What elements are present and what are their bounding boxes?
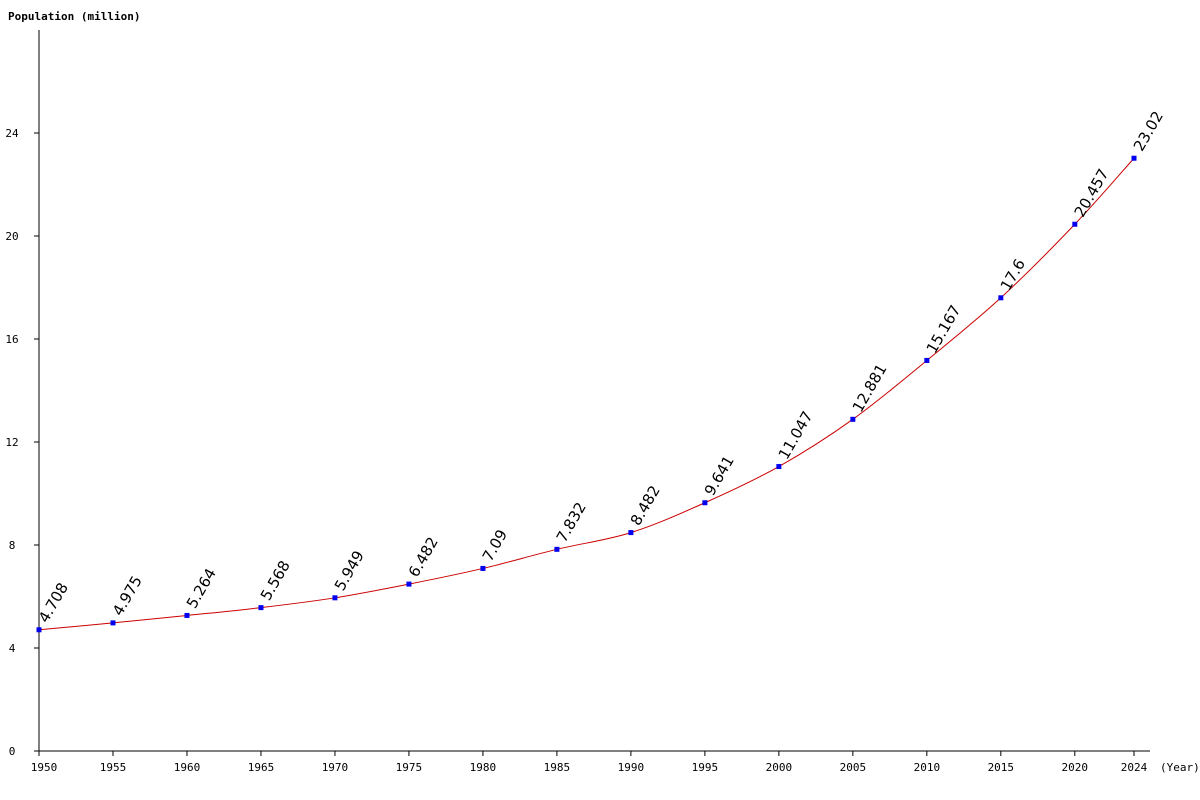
x-tick-label: 2000 bbox=[766, 761, 793, 774]
data-label: 23.02 bbox=[1130, 108, 1167, 154]
data-point bbox=[332, 595, 338, 601]
x-axis-title: (Year) bbox=[1160, 761, 1200, 774]
y-tick-label: 24 bbox=[5, 127, 19, 140]
data-label: 4.975 bbox=[109, 573, 146, 619]
data-label: 5.264 bbox=[183, 565, 220, 611]
x-tick-label: 1995 bbox=[692, 761, 719, 774]
data-label: 8.482 bbox=[627, 482, 664, 528]
data-point bbox=[702, 500, 708, 506]
x-tick-label: 1975 bbox=[396, 761, 423, 774]
data-labels: 4.708 4.975 5.264 5.568 5.949 6.482 7.09 7.832 8… bbox=[35, 108, 1167, 626]
x-tick-label: 2024 bbox=[1121, 761, 1148, 774]
data-label: 9.641 bbox=[701, 453, 738, 499]
data-point bbox=[184, 612, 190, 618]
data-point bbox=[776, 464, 782, 470]
x-tick-label: 1985 bbox=[544, 761, 571, 774]
data-points bbox=[36, 155, 1137, 633]
data-label: 5.949 bbox=[331, 548, 368, 594]
data-label: 15.167 bbox=[923, 302, 965, 356]
data-label: 11.047 bbox=[775, 408, 817, 462]
y-axis-title: Population (million) bbox=[8, 10, 140, 23]
data-point bbox=[554, 546, 560, 552]
x-ticks: 1950 1955 1960 1965 1970 1975 1980 1985 1990 1995… bbox=[31, 751, 1148, 774]
x-tick-label: 2005 bbox=[840, 761, 867, 774]
y-tick-label: 4 bbox=[9, 642, 16, 655]
x-tick-label: 1970 bbox=[322, 761, 349, 774]
x-tick-label: 2020 bbox=[1062, 761, 1089, 774]
x-tick-label: 1955 bbox=[100, 761, 127, 774]
data-point bbox=[1072, 221, 1078, 227]
data-label: 17.6 bbox=[997, 256, 1029, 294]
data-point bbox=[628, 530, 634, 536]
data-point bbox=[110, 620, 116, 626]
data-label: 4.708 bbox=[35, 580, 72, 626]
data-point bbox=[406, 581, 412, 587]
data-point bbox=[258, 605, 264, 611]
x-tick-label: 2010 bbox=[914, 761, 941, 774]
data-label: 5.568 bbox=[257, 557, 294, 603]
data-point bbox=[924, 357, 930, 363]
y-tick-label: 12 bbox=[5, 436, 18, 449]
data-label: 20.457 bbox=[1071, 166, 1113, 220]
population-series-line bbox=[38, 157, 1135, 631]
data-point bbox=[36, 627, 42, 633]
y-tick-label: 16 bbox=[5, 333, 18, 346]
data-point bbox=[998, 295, 1004, 301]
x-tick-label: 1965 bbox=[248, 761, 275, 774]
x-tick-label: 1990 bbox=[618, 761, 645, 774]
y-tick-label: 8 bbox=[9, 539, 16, 552]
data-point bbox=[850, 416, 856, 422]
y-tick-label: 20 bbox=[5, 230, 18, 243]
x-tick-label: 2015 bbox=[988, 761, 1015, 774]
data-point bbox=[1131, 155, 1137, 161]
x-tick-label: 1980 bbox=[470, 761, 497, 774]
y-tick-label: 0 bbox=[9, 745, 16, 758]
data-label: 7.09 bbox=[479, 527, 511, 565]
data-label: 6.482 bbox=[405, 534, 442, 580]
x-tick-label: 1960 bbox=[174, 761, 201, 774]
y-ticks: 0 4 8 12 16 20 24 bbox=[5, 127, 39, 758]
x-tick-label: 1950 bbox=[31, 761, 58, 774]
data-point bbox=[480, 565, 486, 571]
data-label: 7.832 bbox=[553, 499, 590, 545]
